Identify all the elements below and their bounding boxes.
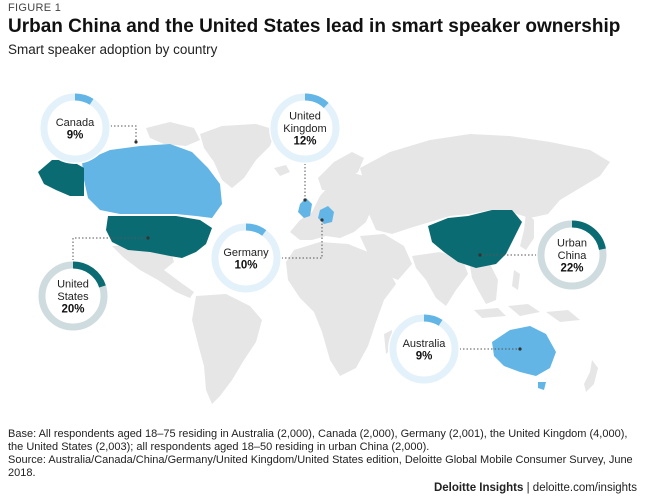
land-middle-east [360,234,412,280]
country-label: Australia [403,338,447,350]
ring-value-arc [245,223,267,236]
country-label: Canada [56,117,95,129]
country-china [428,210,522,268]
land-southeast-asia [470,264,498,304]
leader-line [107,125,137,142]
ring-background [39,92,111,164]
land-greenland [200,124,276,188]
country-label: Germany [223,247,269,259]
figure-label: FIGURE 1 [8,2,62,14]
value-label: 12% [293,136,316,148]
land-russia [360,134,610,234]
land-india [412,252,468,306]
ring-value-arc [423,314,443,326]
country-alaska [38,160,84,196]
land-indonesia-2 [508,304,540,316]
world-land [112,122,610,404]
credit-separator: | [526,482,530,494]
country-label: United [57,279,89,291]
ring-value-arc [304,93,329,109]
value-label: 20% [61,304,84,316]
land-new-guinea [546,310,580,322]
land-africa [286,242,396,376]
value-label: 9% [416,350,433,362]
footnotes: Base: All respondents aged 18–75 residin… [8,428,638,480]
land-south-america [192,294,262,404]
chart-title: Urban China and the United States lead i… [8,16,621,37]
country-label: Kingdom [283,123,326,135]
country-label: Urban [557,238,587,250]
value-label: 22% [560,263,583,275]
leader-dot [478,253,482,257]
ring-value-arc [72,261,106,288]
leader-dot [134,140,138,144]
land-europe [290,172,372,240]
ring-value-arc [571,220,606,251]
leader-dot [303,198,307,202]
land-indonesia-1 [474,308,506,318]
land-japan [520,212,534,250]
ring-background [210,222,282,294]
credit-line: Deloitte Insights | deloitte.com/insight… [434,482,637,494]
country-tasmania [538,382,546,390]
land-new-zealand [584,360,598,392]
leader-line [72,237,148,264]
brand-name: Deloitte Insights [433,482,524,494]
ring-background [269,92,341,164]
value-label: 10% [234,259,257,271]
base-note: Base: All respondents aged 18–75 residin… [8,428,628,453]
ring-background [37,260,109,332]
leader-dot [146,236,150,240]
chart-subtitle: Smart speaker adoption by country [8,42,218,57]
ring-background [388,313,460,385]
leader-dot [518,347,522,351]
country-label: China [558,250,588,262]
ring-background [536,219,608,291]
ring-value-arc [74,93,94,105]
country-united-states [106,216,212,258]
leader-line [278,220,323,259]
land-iceland [274,165,290,176]
world-map: Canada9%UnitedKingdom12%Germany10%United… [37,92,610,404]
country-label: United [289,111,321,123]
land-arctic-islands [146,122,200,146]
website-link[interactable]: deloitte.com/insights [532,482,637,494]
country-canada [82,144,222,218]
land-philippines [512,270,520,290]
highlighted-countries [38,144,556,390]
land-scandinavia [318,152,364,190]
land-central-america [112,244,194,298]
callouts: Canada9%UnitedKingdom12%Germany10%United… [37,92,608,385]
value-label: 9% [67,129,84,141]
country-label: States [57,291,89,303]
country-australia [492,326,556,376]
source-note: Source: Australia/Canada/China/Germany/U… [8,454,633,479]
country-united-kingdom [298,198,312,218]
leader-dot [320,218,324,222]
